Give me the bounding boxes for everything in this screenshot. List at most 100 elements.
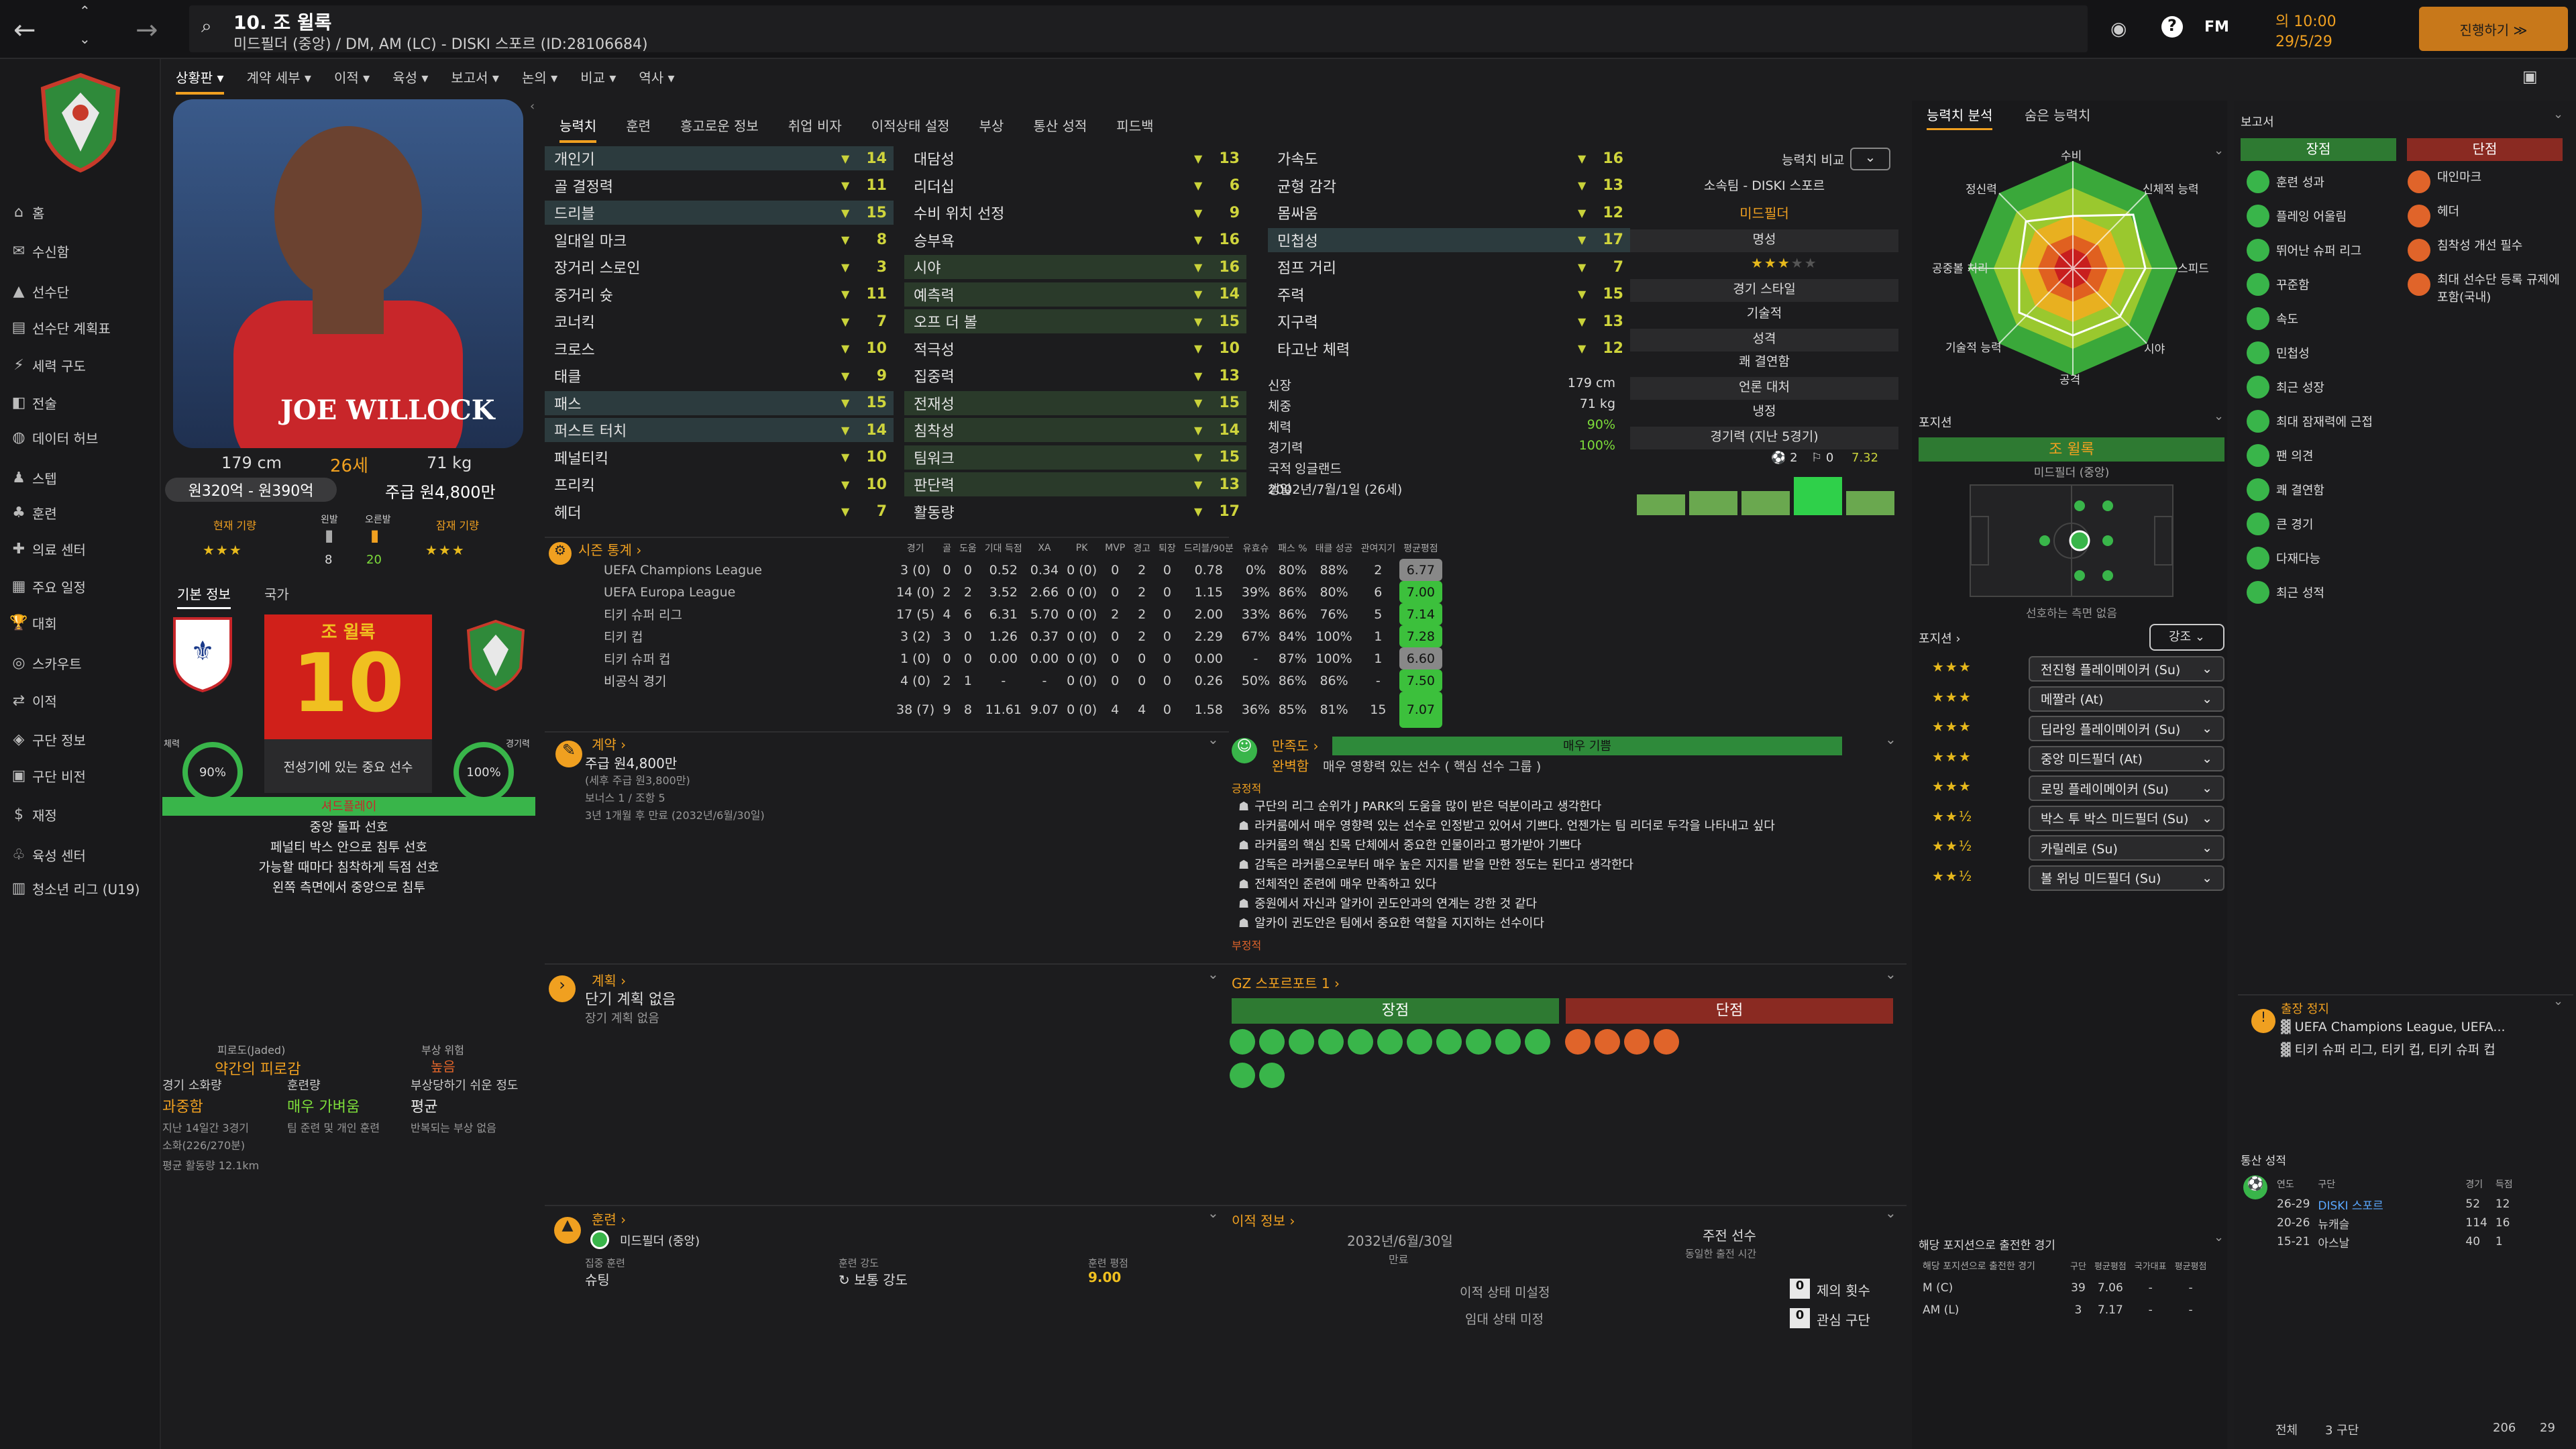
table-row[interactable]: 26-29 DISKI 스포르 52 12: [2273, 1195, 2517, 1214]
tech-attribute-row[interactable]: 개인기 ▼ 14: [545, 146, 894, 170]
scout-strength-icon[interactable]: [1377, 1029, 1403, 1055]
subnav-item-1[interactable]: 계약 세부 ▾: [246, 70, 311, 86]
role-dropdown[interactable]: 메짤라 (At) ⌄: [2029, 686, 2224, 712]
transfer-dropdown-icon[interactable]: ⌄: [1885, 1205, 1896, 1221]
scout-strength-icon[interactable]: [1230, 1029, 1255, 1055]
role-dropdown[interactable]: 중앙 미드필더 (At) ⌄: [2029, 745, 2224, 771]
layout-icon[interactable]: ▣: [2522, 67, 2538, 86]
report-strength[interactable]: 쾌 결연함: [2245, 476, 2324, 504]
sidebar-item-5[interactable]: ◧ 전술: [0, 385, 161, 420]
up-icon[interactable]: ⌃: [79, 3, 91, 19]
report-strength[interactable]: 큰 경기: [2245, 510, 2313, 538]
mental-attribute-row[interactable]: 활동량 ▼ 17: [904, 500, 1246, 524]
scout-strength-icon[interactable]: [1407, 1029, 1432, 1055]
sidebar-item-16[interactable]: $ 재정: [0, 797, 161, 832]
report-strength[interactable]: 플레잉 어울림: [2245, 202, 2347, 230]
transfer-value[interactable]: 원320억 - 원390억: [165, 478, 337, 502]
physical-attribute-row[interactable]: 몸싸움 ▼ 12: [1268, 201, 1630, 225]
subnav-item-5[interactable]: 논의 ▾: [521, 70, 558, 86]
sidebar-item-6[interactable]: ◍ 데이터 허브: [0, 420, 161, 455]
sidebar-item-10[interactable]: ▦ 주요 일정: [0, 569, 161, 604]
fm-logo[interactable]: FM: [2204, 19, 2229, 36]
table-row[interactable]: 15-21 아스날 40 1: [2273, 1232, 2517, 1251]
subnav-item-2[interactable]: 이적 ▾: [333, 70, 370, 86]
satisfaction-title[interactable]: 만족도 ›: [1272, 738, 1319, 754]
mental-attribute-row[interactable]: 판단력 ▼ 13: [904, 472, 1246, 496]
compare-dropdown[interactable]: ⌄: [1850, 148, 1890, 170]
scout-weakness-icon[interactable]: [1595, 1029, 1620, 1055]
globe-icon[interactable]: ◉: [2110, 17, 2127, 40]
career-cell[interactable]: 아스날: [2318, 1236, 2350, 1250]
table-row[interactable]: UEFA Champions League 3 (0) 0 0 0.52 0.34 0 (0…: [577, 559, 1442, 581]
scout-dropdown-icon[interactable]: ⌄: [1885, 966, 1896, 982]
scout-strength-icon[interactable]: [1348, 1029, 1373, 1055]
position-dropdown-icon[interactable]: ⌄: [2214, 409, 2224, 423]
report-weakness[interactable]: 대인마크: [2406, 168, 2567, 196]
attr-tab-5[interactable]: 부상: [979, 118, 1004, 134]
tab-ability-analysis[interactable]: 능력치 분석: [1927, 105, 1993, 130]
sidebar-item-7[interactable]: ♟ 스텝: [0, 460, 161, 495]
tech-attribute-row[interactable]: 일대일 마크 ▼ 8: [545, 228, 894, 252]
sidebar-item-14[interactable]: ◈ 구단 정보: [0, 722, 161, 757]
report-strength[interactable]: 꾸준함: [2245, 270, 2310, 299]
tech-attribute-row[interactable]: 패스 ▼ 15: [545, 390, 894, 415]
scout-strength-icon[interactable]: [1259, 1029, 1285, 1055]
scout-strength-icon[interactable]: [1289, 1029, 1314, 1055]
scout-weakness-icon[interactable]: [1565, 1029, 1591, 1055]
subnav-item-7[interactable]: 역사 ▾: [639, 70, 675, 86]
role-dropdown[interactable]: 볼 위닝 미드필더 (Su) ⌄: [2029, 865, 2224, 891]
sidebar-item-13[interactable]: ⇄ 이적: [0, 683, 161, 718]
roles-sort-dropdown[interactable]: 강조 ⌄: [2149, 624, 2224, 651]
tech-attribute-row[interactable]: 코너킥 ▼ 7: [545, 309, 894, 333]
scout-report-title[interactable]: GZ 스포르포트 1 ›: [1232, 975, 1340, 991]
sidebar-item-2[interactable]: ▲ 선수단: [0, 274, 161, 309]
tech-attribute-row[interactable]: 페널티킥 ▼ 10: [545, 445, 894, 470]
physical-attribute-row[interactable]: 점프 거리 ▼ 7: [1268, 255, 1630, 279]
mental-attribute-row[interactable]: 팀워크 ▼ 15: [904, 445, 1246, 470]
attr-tab-1[interactable]: 훈련: [626, 118, 651, 134]
mental-attribute-row[interactable]: 적극성 ▼ 10: [904, 337, 1246, 361]
continue-button[interactable]: 진행하기 ≫: [2419, 7, 2568, 51]
report-strength[interactable]: 민첩성: [2245, 339, 2310, 367]
role-dropdown[interactable]: 카릴레로 (Su) ⌄: [2029, 835, 2224, 861]
report-strength[interactable]: 최근 성적: [2245, 578, 2324, 606]
help-icon[interactable]: ?: [2161, 16, 2183, 38]
attr-tab-6[interactable]: 통산 성적: [1033, 118, 1087, 134]
scout-strength-icon[interactable]: [1436, 1029, 1462, 1055]
subnav-item-0[interactable]: 상황판 ▾: [176, 67, 224, 95]
tech-attribute-row[interactable]: 중거리 슛 ▼ 11: [545, 282, 894, 307]
scout-weakness-icon[interactable]: [1624, 1029, 1650, 1055]
attr-tab-4[interactable]: 이적상태 설정: [871, 118, 950, 134]
report-strength[interactable]: 팬 의견: [2245, 441, 2313, 470]
tab-basic-info[interactable]: 기본 정보: [177, 584, 231, 609]
report-strength[interactable]: 다재다능: [2245, 544, 2320, 572]
physical-attribute-row[interactable]: 균형 감각 ▼ 13: [1268, 174, 1630, 198]
roles-title[interactable]: 포지션 ›: [1919, 632, 1961, 646]
sidebar-item-0[interactable]: ⌂ 홈: [0, 195, 161, 229]
role-dropdown[interactable]: 박스 투 박스 미드필더 (Su) ⌄: [2029, 805, 2224, 831]
mental-attribute-row[interactable]: 집중력 ▼ 13: [904, 364, 1246, 388]
mental-attribute-row[interactable]: 침착성 ▼ 14: [904, 418, 1246, 442]
contract-dropdown-icon[interactable]: ⌄: [1208, 731, 1219, 747]
mental-attribute-row[interactable]: 전재성 ▼ 15: [904, 390, 1246, 415]
physical-attribute-row[interactable]: 타고난 체력 ▼ 12: [1268, 337, 1630, 361]
scout-strength-icon[interactable]: [1466, 1029, 1491, 1055]
tab-hidden-attributes[interactable]: 숨은 능력치: [2025, 107, 2091, 123]
mental-attribute-row[interactable]: 리더십 ▼ 6: [904, 174, 1246, 198]
tech-attribute-row[interactable]: 퍼스트 터치 ▼ 14: [545, 418, 894, 442]
sidebar-item-15[interactable]: ▣ 구단 비전: [0, 758, 161, 793]
forward-icon[interactable]: →: [136, 15, 158, 46]
sidebar-item-12[interactable]: ◎ 스카우트: [0, 645, 161, 680]
table-row[interactable]: 20-26 뉴캐슬 114 16: [2273, 1214, 2517, 1232]
subnav-item-3[interactable]: 육성 ▾: [392, 70, 429, 86]
report-weakness[interactable]: 최대 선수단 등록 규제에 포함(국내): [2406, 270, 2567, 305]
attr-tab-0[interactable]: 능력치: [559, 115, 597, 143]
physical-attribute-row[interactable]: 지구력 ▼ 13: [1268, 309, 1630, 333]
report-weakness[interactable]: 침착성 개선 필수: [2406, 236, 2567, 264]
tech-attribute-row[interactable]: 프리킥 ▼ 10: [545, 472, 894, 496]
report-strength[interactable]: 속도: [2245, 305, 2298, 333]
sidebar-item-4[interactable]: ⚡ 세력 구도: [0, 347, 161, 382]
mental-attribute-row[interactable]: 승부욕 ▼ 16: [904, 228, 1246, 252]
suspension-dropdown-icon[interactable]: ⌄: [2553, 994, 2564, 1008]
